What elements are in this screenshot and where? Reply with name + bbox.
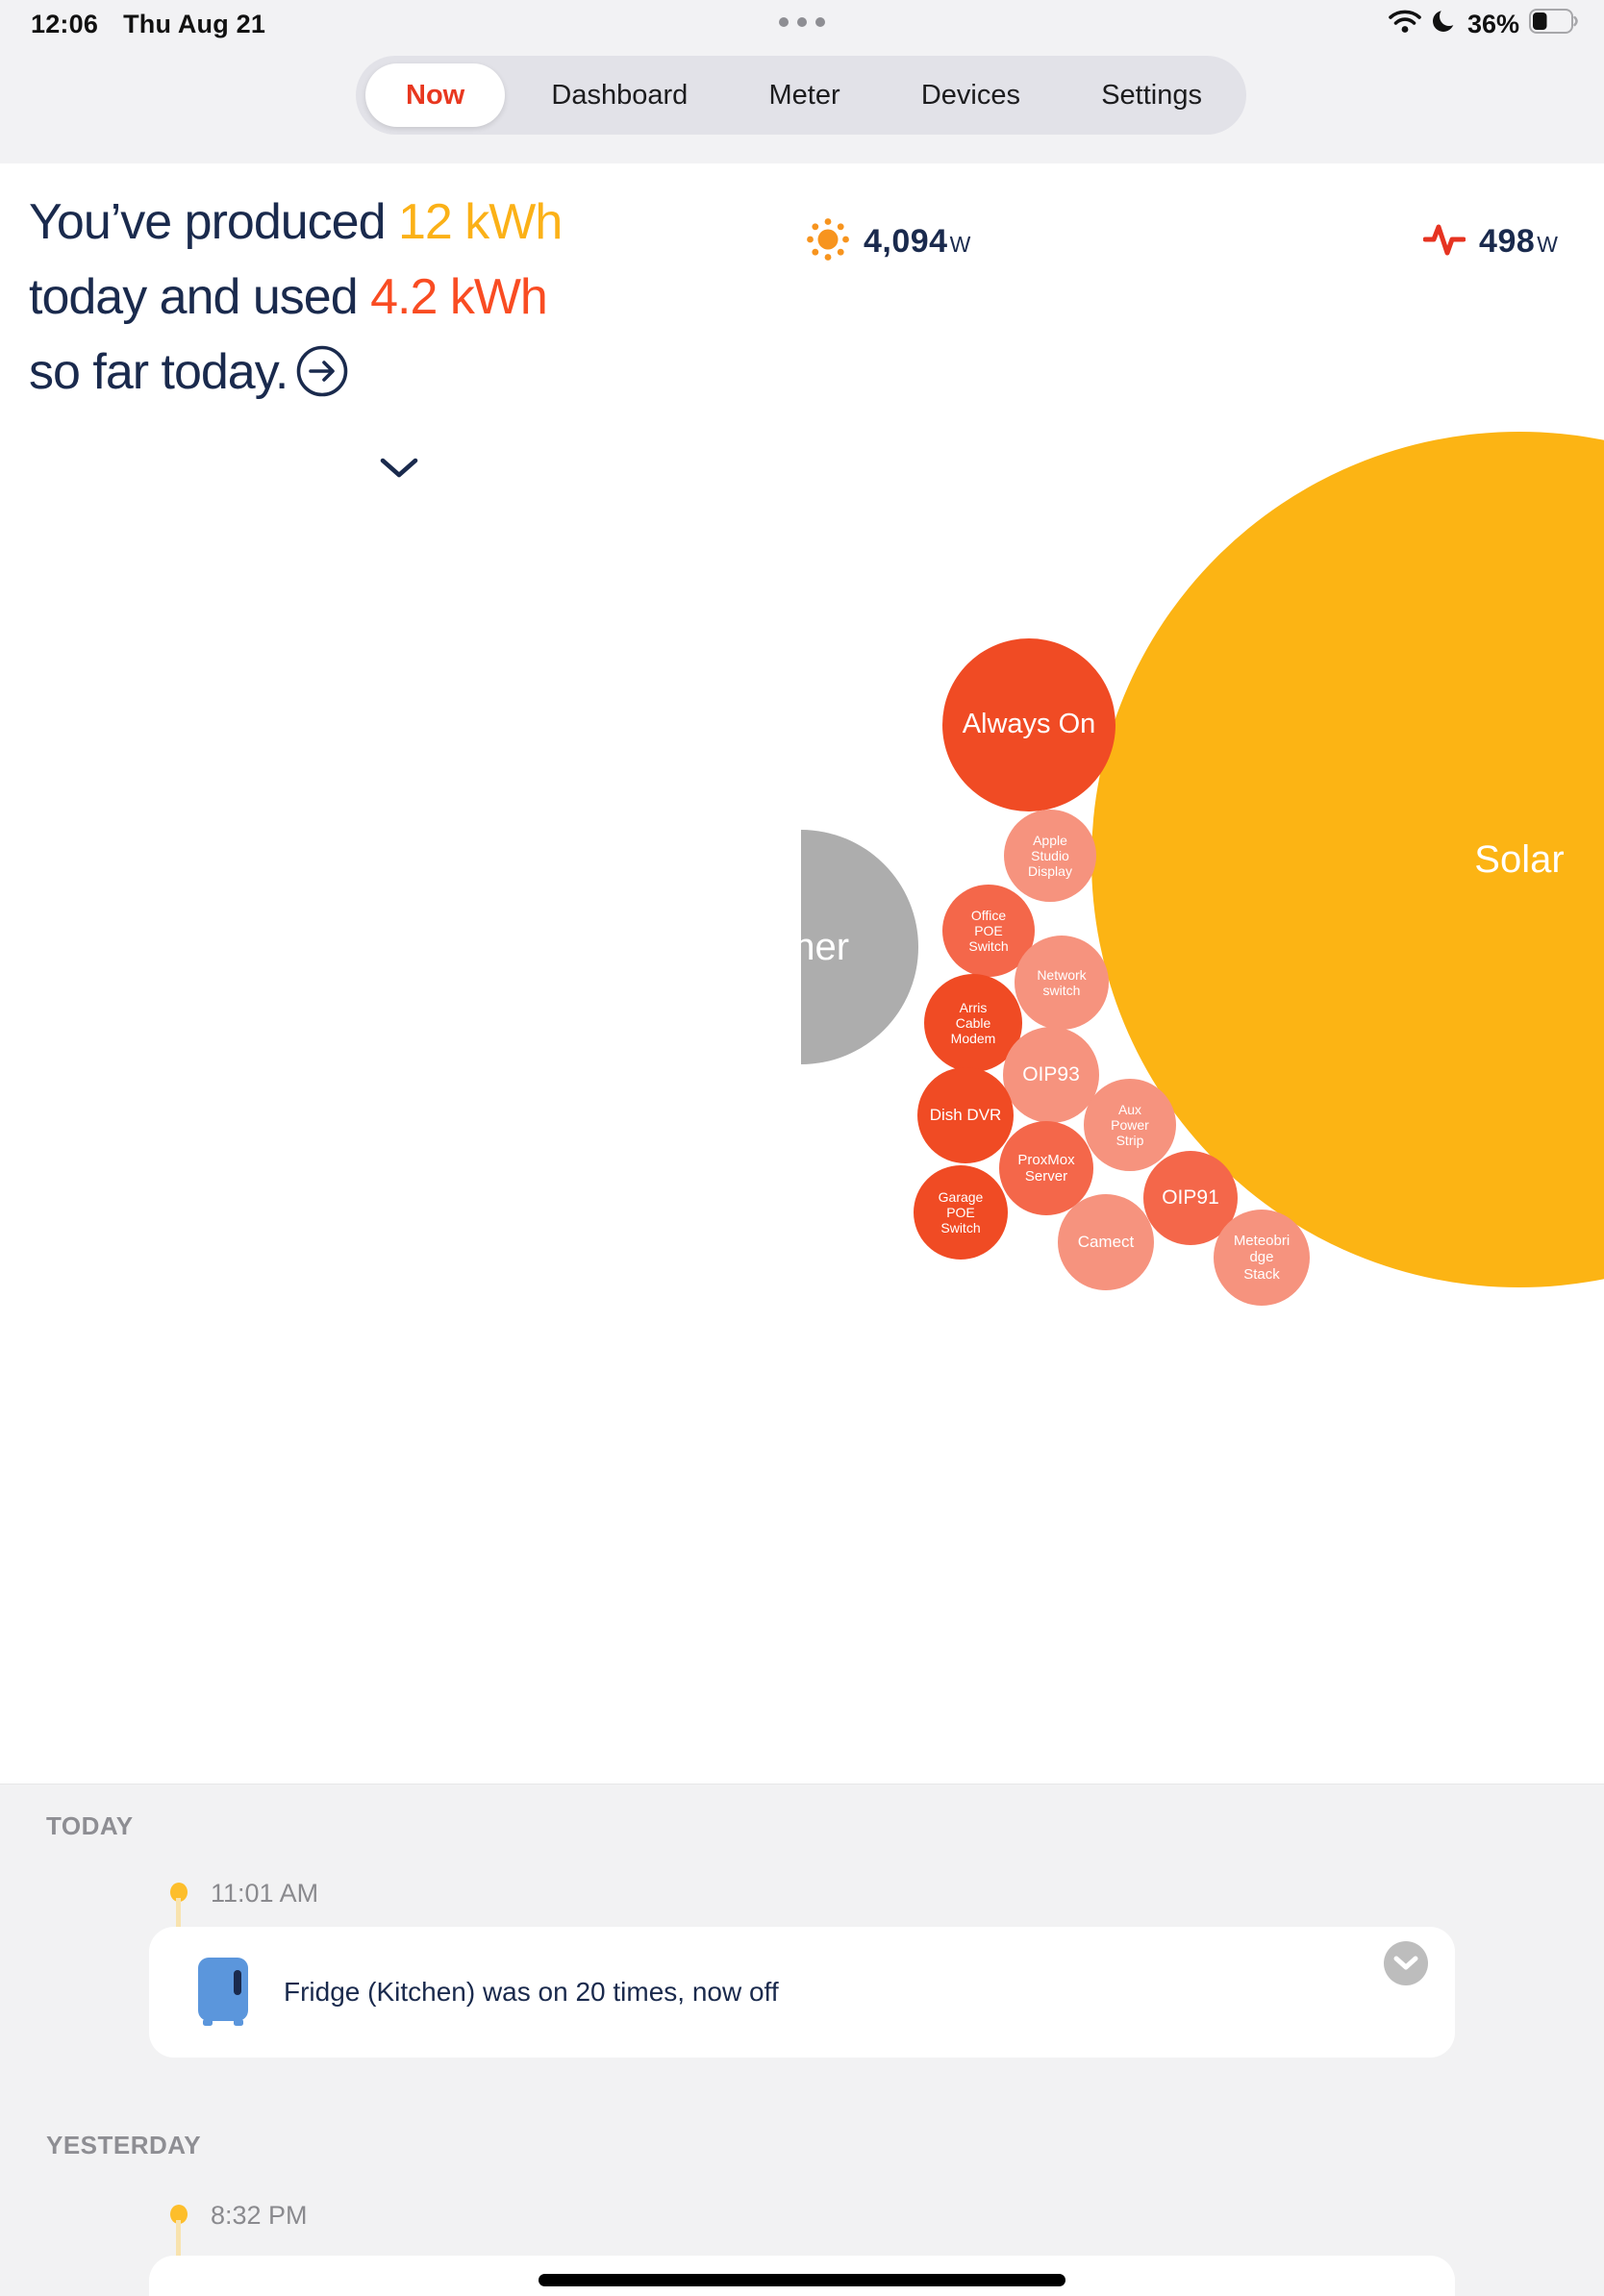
timeline-dot <box>170 2205 188 2224</box>
solar-watts-unit: W <box>949 231 971 257</box>
solar-production-readout: 4,094W <box>806 217 971 266</box>
chevron-down-icon[interactable] <box>379 457 419 485</box>
tab-settings[interactable]: Settings <box>1101 79 1202 111</box>
status-bar: 12:06 Thu Aug 21 36% <box>0 0 1604 46</box>
tab-now[interactable]: Now <box>365 63 506 127</box>
event-timeline: TODAY 11:01 AM Fridge (Kitchen) was on 2… <box>0 1784 1604 2296</box>
page-title: You’ve produced 12 kWh today and used 4.… <box>29 185 596 410</box>
now-screen: You’ve produced 12 kWh today and used 4.… <box>0 163 1604 1784</box>
multitask-dots-icon[interactable] <box>779 17 825 27</box>
headline-segment: You’ve produced <box>29 194 398 250</box>
event-message: Fridge (Kitchen) was on 20 times, now of… <box>284 1977 779 2007</box>
headline-segment: 12 kWh <box>397 194 563 250</box>
bubble-network-switch[interactable]: Network switch <box>1015 936 1109 1030</box>
power-pulse-icon <box>1422 220 1466 263</box>
solar-watts-value: 4,094 <box>864 222 948 260</box>
wifi-icon <box>1389 9 1421 40</box>
bubble-camect[interactable]: Camect <box>1058 1194 1154 1290</box>
usage-watts-unit: W <box>1537 231 1558 257</box>
timeline-section-today: TODAY <box>46 1811 134 1840</box>
tab-dashboard[interactable]: Dashboard <box>551 79 689 111</box>
bubble-proxmox-server[interactable]: ProxMox Server <box>999 1121 1093 1215</box>
battery-percent: 36% <box>1466 10 1519 38</box>
event-time: 8:32 PM <box>211 2201 308 2230</box>
usage-watts-value: 498 <box>1479 222 1536 260</box>
status-time: 12:06 <box>31 10 99 38</box>
event-card-fridge[interactable]: Fridge (Kitchen) was on 20 times, now of… <box>149 1927 1455 2058</box>
timeline-connector <box>176 1898 181 1929</box>
header: 12:06 Thu Aug 21 36% <box>0 0 1604 163</box>
timeline-section-yesterday: YESTERDAY <box>46 2131 202 2159</box>
home-indicator[interactable] <box>539 2274 1065 2286</box>
bubble-garage-poe-switch[interactable]: Garage POE Switch <box>914 1165 1008 1260</box>
bubble-other[interactable]: Other <box>801 830 918 1064</box>
headline-segment: today and used <box>29 269 371 325</box>
battery-icon <box>1529 9 1579 40</box>
expand-event-button[interactable] <box>1384 1941 1428 1985</box>
bubble-meteobridge-stack[interactable]: Meteobri dge Stack <box>1214 1210 1310 1306</box>
sun-icon <box>806 217 850 266</box>
bubble-apple-studio-display[interactable]: Apple Studio Display <box>1004 810 1096 902</box>
arrow-circle-icon[interactable] <box>295 344 349 398</box>
tab-bar: Now Dashboard Meter Devices Settings <box>356 56 1246 135</box>
tab-meter[interactable]: Meter <box>768 79 840 111</box>
bubble-dish-dvr[interactable]: Dish DVR <box>917 1067 1014 1163</box>
headline-segment: so far today. <box>29 344 288 400</box>
bubble-aux-power-strip[interactable]: Aux Power Strip <box>1084 1079 1176 1171</box>
fridge-icon <box>197 1958 249 2027</box>
status-date: Thu Aug 21 <box>123 10 266 38</box>
usage-readout: 498W <box>1422 219 1558 263</box>
bubble-oip93[interactable]: OIP93 <box>1003 1027 1099 1123</box>
event-time: 11:01 AM <box>211 1879 319 1908</box>
focus-moon-icon <box>1431 7 1459 41</box>
tab-devices[interactable]: Devices <box>920 79 1020 111</box>
timeline-connector <box>176 2220 181 2256</box>
timeline-dot <box>170 1883 188 1902</box>
headline-segment: 4.2 kWh <box>370 269 548 325</box>
bubble-always-on[interactable]: Always On <box>942 638 1115 811</box>
